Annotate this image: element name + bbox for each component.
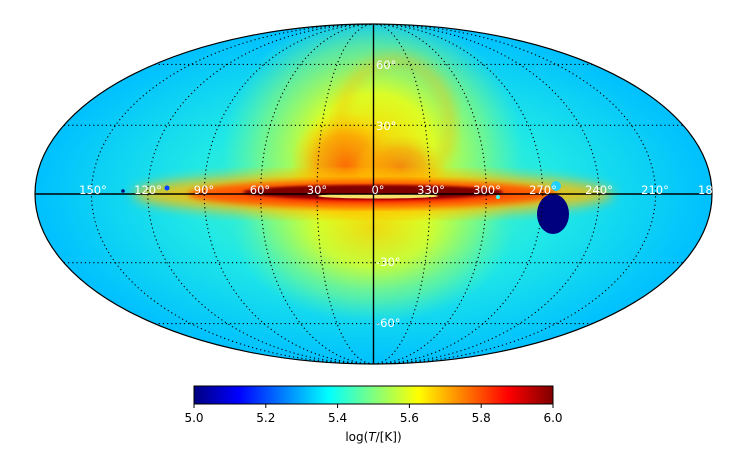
- map-border: [34, 23, 713, 365]
- longitude-labels: 150° 120° 90° 60° 30° 0° 330° 300° 270° …: [79, 183, 712, 197]
- colorbar-tick-label-5.0: 5.0: [184, 411, 203, 425]
- colorbar-tick-label-5.4: 5.4: [328, 411, 347, 425]
- lon-label-330: 330°: [417, 183, 445, 197]
- meridian-line: [147, 23, 374, 365]
- colorbar-tick-label-5.8: 5.8: [472, 411, 491, 425]
- colorbar: 5.0 5.2 5.4 5.6 5.8 6.0 log(T/[K]): [184, 385, 563, 444]
- colorbar-tick-label-6.0: 6.0: [543, 411, 562, 425]
- lon-label-30: 30°: [307, 183, 327, 197]
- lon-label-60: 60°: [250, 183, 270, 197]
- lon-label-270: 270°: [529, 183, 557, 197]
- lat-label-minus30: -30°: [376, 255, 401, 269]
- colorbar-tick-label-5.6: 5.6: [400, 411, 419, 425]
- meridian-line: [260, 23, 374, 365]
- meridian-line: [373, 23, 487, 365]
- meridian-line: [373, 23, 600, 365]
- colorbar-label: log(T/[K]): [345, 430, 401, 444]
- lon-label-240: 240°: [585, 183, 613, 197]
- lat-label-minus60: -60°: [376, 316, 401, 330]
- lat-label-30: 30°: [376, 119, 396, 133]
- lon-label-300: 300°: [473, 183, 501, 197]
- lon-label-90: 90°: [194, 183, 214, 197]
- lon-label-210: 210°: [641, 183, 669, 197]
- cold-region-blob: [537, 194, 569, 234]
- colorbar-gradient: [193, 385, 554, 405]
- latitude-labels: 60° 30° -30° -60°: [376, 58, 401, 330]
- lon-label-150: 150°: [79, 183, 107, 197]
- lon-label-0: 0°: [371, 183, 384, 197]
- lon-label-120: 120°: [134, 183, 162, 197]
- lat-label-60: 60°: [376, 58, 396, 72]
- colorbar-tick-label-5.2: 5.2: [256, 411, 275, 425]
- lon-label-180-clipped: 18: [698, 183, 713, 197]
